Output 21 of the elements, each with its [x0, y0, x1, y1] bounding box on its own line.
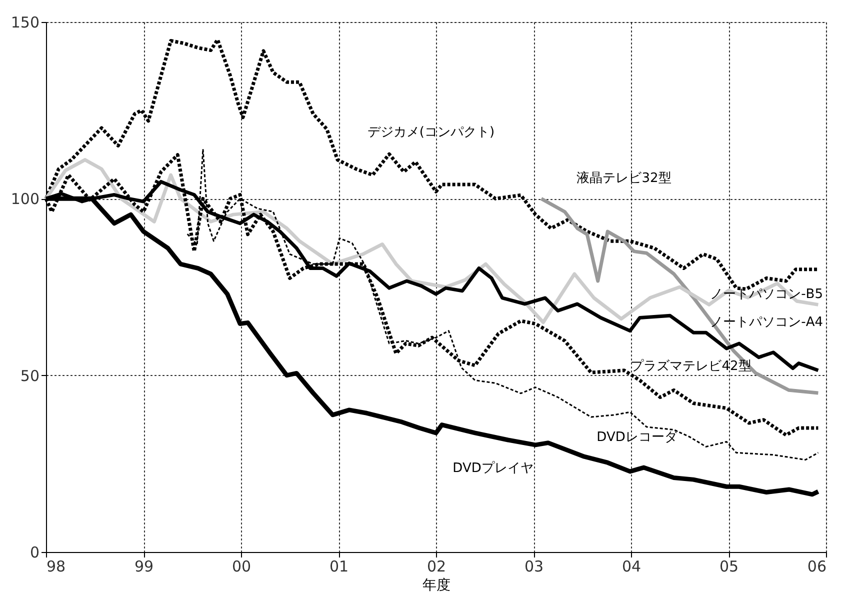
y-tick-label: 0: [30, 544, 40, 562]
series-label: ノートパソコン-A4: [710, 315, 823, 330]
text: 液晶テレビ32型: [576, 171, 672, 186]
x-tick-label: 05: [719, 558, 739, 576]
x-tick-label: 99: [134, 558, 154, 576]
series-label: デジカメ(コンパクト): [367, 125, 495, 140]
x-tick-label: 01: [329, 558, 349, 576]
series-label: ノートパソコン-B5: [710, 287, 823, 302]
y-tick-label: 50: [20, 366, 40, 385]
y-tick-label: 150: [10, 14, 40, 32]
x-tick-label: 02: [426, 558, 446, 576]
x-tick-label: 04: [622, 558, 642, 576]
series-label: プラズマテレビ42型: [630, 359, 752, 374]
x-tick-label: 00: [232, 558, 252, 576]
series-label: DVDレコーダ: [596, 430, 678, 445]
y-tick-label: 100: [10, 190, 40, 208]
x-tick-label: 98: [46, 558, 66, 576]
series-label: DVDプレイヤ: [452, 461, 534, 476]
x-tick-label: 03: [524, 558, 544, 576]
x-tick-label: 06: [807, 558, 826, 576]
x-axis-title: 年度: [422, 578, 450, 594]
